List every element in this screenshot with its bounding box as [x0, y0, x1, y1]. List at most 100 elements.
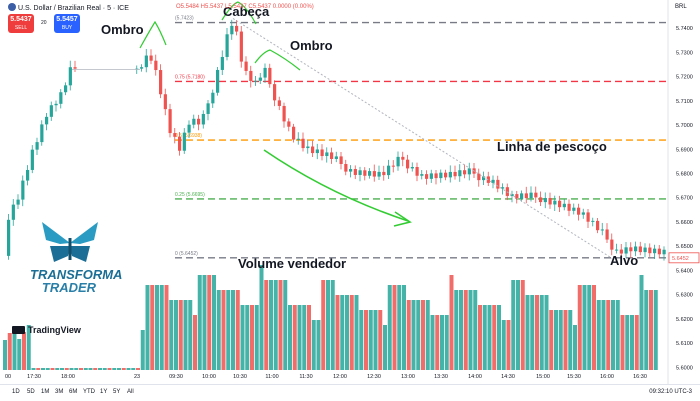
- volume-bar: [501, 320, 506, 370]
- candle-body: [425, 174, 429, 179]
- timeframe-ytd[interactable]: YTD: [83, 389, 95, 395]
- candle-body: [363, 170, 367, 176]
- fib-level-label: (5.7423): [175, 16, 194, 22]
- candle-body: [144, 55, 148, 68]
- volume-bar: [539, 295, 544, 370]
- volume-bar: [50, 368, 55, 370]
- y-tick-label: 5.7300: [676, 50, 693, 56]
- y-tick-label: 5.6500: [676, 244, 693, 250]
- timeframe-3m[interactable]: 3M: [55, 389, 64, 395]
- volume-bar: [596, 300, 601, 370]
- volume-bar: [335, 295, 340, 370]
- annotation-left-shoulder: Ombro: [101, 22, 144, 37]
- volume-bar: [88, 368, 93, 370]
- volume-bar: [463, 290, 468, 370]
- volume-bar: [535, 295, 539, 370]
- buy-button[interactable]: 5.5457 BUY: [54, 14, 80, 33]
- candle-body: [353, 169, 357, 175]
- volume-bar: [326, 280, 330, 370]
- symbol-title[interactable]: U.S. Dollar / Brazilian Real · 5 · ICE: [8, 3, 129, 12]
- x-tick-label: 10:30: [233, 374, 247, 380]
- volume-bar: [79, 368, 83, 370]
- volume-bar: [378, 310, 383, 370]
- x-tick-label: 15:00: [536, 374, 550, 380]
- volume-bar: [525, 295, 530, 370]
- y-tick-label: 5.7200: [676, 75, 693, 81]
- candle-body: [21, 180, 25, 200]
- volume-bar: [383, 325, 387, 370]
- x-tick-label: 17:30: [27, 374, 41, 380]
- x-tick-label: 11:00: [265, 374, 278, 380]
- candle-body: [372, 171, 376, 177]
- candle-body: [387, 165, 391, 176]
- x-tick-label: 14:30: [501, 374, 515, 380]
- annotation-volume: Volume vendedor: [238, 256, 346, 271]
- volume-bar: [264, 280, 269, 370]
- butterfly-wing: [42, 222, 70, 244]
- tradingview-watermark: TradingView: [12, 325, 81, 335]
- timeframe-1y[interactable]: 1Y: [100, 389, 108, 395]
- candle-body: [301, 138, 305, 149]
- x-tick-label: 15:30: [567, 374, 581, 380]
- candle-body: [567, 203, 571, 211]
- volume-bar: [164, 285, 169, 370]
- volume-bar: [487, 305, 492, 370]
- candle-body: [35, 142, 39, 150]
- volume-bar: [392, 285, 397, 370]
- volume-bar: [530, 295, 535, 370]
- candle-body: [467, 168, 471, 175]
- candle-body: [634, 246, 638, 252]
- y-tick-label: 5.6700: [676, 196, 693, 202]
- volume-bar: [212, 275, 216, 370]
- candle-body: [178, 136, 182, 151]
- volume-bar: [459, 290, 463, 370]
- volume-bar: [411, 300, 416, 370]
- timeframe-all[interactable]: All: [127, 389, 134, 395]
- annotation-head: Cabeça: [223, 4, 270, 19]
- candle-body: [501, 187, 505, 189]
- volume-bar: [107, 368, 112, 370]
- y-tick-label: 5.6400: [676, 268, 693, 274]
- currency-label[interactable]: BRL: [675, 4, 687, 10]
- timeframe-1d[interactable]: 1D: [12, 389, 20, 395]
- volume-bar: [345, 295, 349, 370]
- x-tick-label: 13:30: [434, 374, 448, 380]
- candle-body: [149, 55, 153, 61]
- y-tick-label: 5.6200: [676, 317, 693, 323]
- sell-button[interactable]: 5.5437 SELL: [8, 14, 34, 33]
- volume-bar: [497, 305, 501, 370]
- butterfly-wing: [50, 246, 70, 262]
- candle-body: [624, 247, 628, 254]
- us-flag-icon: [8, 3, 16, 11]
- candle-body: [615, 249, 619, 251]
- timeframe-1m[interactable]: 1M: [41, 389, 50, 395]
- volume-bars: [3, 265, 658, 370]
- volume-bar: [3, 340, 7, 370]
- candle-body: [73, 67, 77, 69]
- volume-bar: [302, 305, 307, 370]
- volume-bar: [221, 290, 226, 370]
- candle-body: [235, 25, 239, 32]
- volume-bar: [558, 310, 563, 370]
- timeframe-5d[interactable]: 5D: [27, 389, 35, 395]
- timeframe-5y[interactable]: 5Y: [113, 389, 121, 395]
- candle-body: [558, 200, 562, 208]
- volume-bar: [444, 315, 449, 370]
- timeframe-6m[interactable]: 6M: [69, 389, 78, 395]
- clock-readout: 09:32:10 UTC-3: [649, 389, 692, 395]
- volume-bar: [511, 280, 516, 370]
- candle-body: [325, 152, 329, 157]
- downtrend-arrow: [263, 149, 409, 222]
- volume-bar: [440, 315, 444, 370]
- candle-body: [26, 169, 30, 181]
- candle-body: [510, 194, 514, 196]
- volume-bar: [611, 300, 615, 370]
- volume-bar: [449, 275, 454, 370]
- candle-body: [520, 193, 524, 199]
- volume-bar: [155, 285, 159, 370]
- butterfly-wing: [70, 246, 90, 262]
- volume-bar: [454, 290, 459, 370]
- volume-bar: [425, 300, 430, 370]
- volume-bar: [283, 280, 288, 370]
